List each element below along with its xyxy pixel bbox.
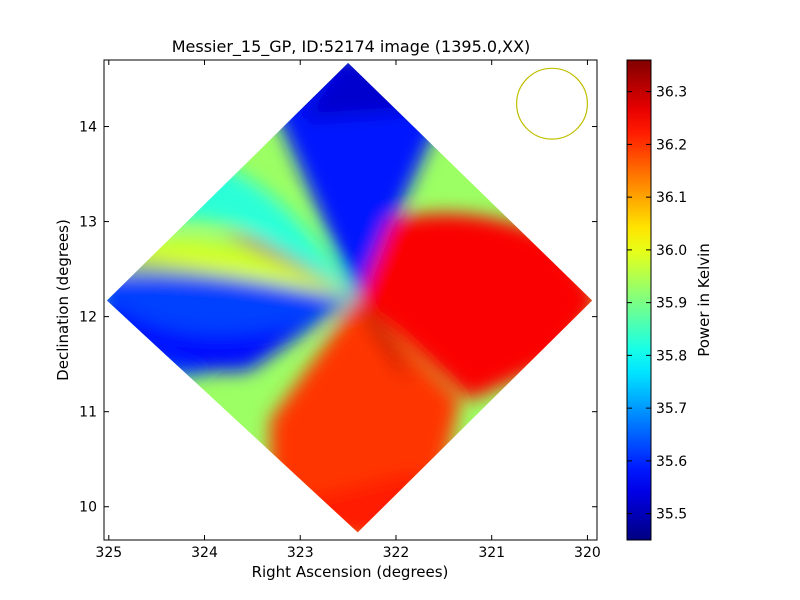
x-axis-label: Right Ascension (degrees) xyxy=(252,563,449,581)
x-tick-label: 325 xyxy=(95,545,122,561)
y-axis-label: Declination (degrees) xyxy=(54,219,72,381)
y-axis-ticks: 10 11 12 13 14 xyxy=(79,120,597,516)
chart-title: Messier_15_GP, ID:52174 image (1395.0,XX… xyxy=(172,37,531,57)
colorbar-tick-label: 36.0 xyxy=(656,243,687,259)
colorbar-tick-label: 35.5 xyxy=(656,507,687,523)
plot-frame xyxy=(103,59,598,541)
colorbar-tick-label: 35.7 xyxy=(656,401,687,417)
y-tick-label: 10 xyxy=(79,500,97,516)
colorbar-tick-label: 36.1 xyxy=(656,190,687,206)
x-tick-label: 323 xyxy=(287,545,314,561)
plot-area xyxy=(106,62,593,533)
heatmap-subregion xyxy=(300,62,440,120)
colorbar-tick-label: 36.3 xyxy=(656,85,687,101)
x-tick-label: 324 xyxy=(191,545,218,561)
heatmap-band xyxy=(106,239,358,301)
colorbar-gradient xyxy=(626,59,652,541)
y-tick-label: 12 xyxy=(79,310,97,326)
colorbar-tick-label: 35.9 xyxy=(656,296,687,312)
colorbar-label: Power in Kelvin xyxy=(695,243,713,357)
x-axis-ticks: 325 324 323 322 321 320 xyxy=(95,60,601,561)
colorbar: 35.5 35.6 35.7 35.8 35.9 36.0 36.1 36.2 36.3 xyxy=(626,59,687,541)
colorbar-tick-label: 36.2 xyxy=(656,137,687,153)
y-tick-label: 14 xyxy=(79,120,97,136)
colorbar-tick-label: 35.8 xyxy=(656,348,687,364)
y-tick-label: 11 xyxy=(79,405,97,421)
colorbar-tick-label: 35.6 xyxy=(656,454,687,470)
x-tick-label: 322 xyxy=(383,545,410,561)
heatmap-region-southeast-streak xyxy=(357,300,410,385)
x-tick-label: 321 xyxy=(478,545,505,561)
heatmap-field xyxy=(106,62,593,533)
x-tick-label: 320 xyxy=(574,545,601,561)
beam-circle xyxy=(516,67,589,140)
y-tick-label: 13 xyxy=(79,215,97,231)
